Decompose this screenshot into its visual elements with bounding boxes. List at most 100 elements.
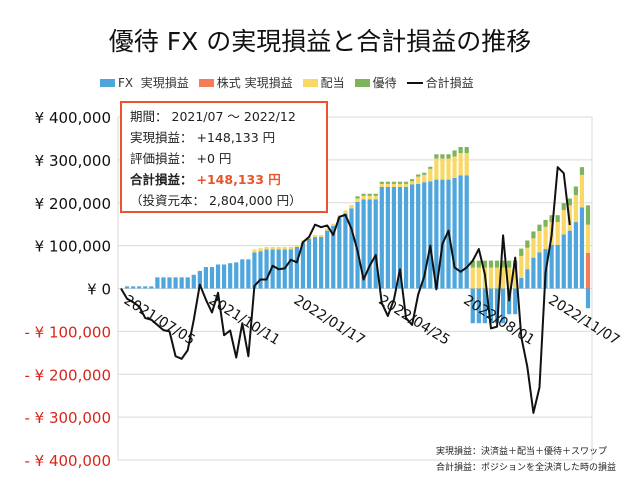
bar-配当 [543,226,548,250]
bar-配当 [488,267,494,289]
bar-配当 [531,238,536,258]
x-tick-label: 2022/01/17 [291,292,368,348]
bar-優待 [507,260,512,268]
bar-FX-実現損益 [143,286,148,289]
bar-優待 [464,147,469,154]
bar-配当 [428,168,433,182]
bar-株式-実現損益 [585,252,591,289]
bar-配当 [513,267,518,289]
bar-配当 [294,245,299,247]
bar-配当 [331,223,336,226]
legend-item-stock: 株式 実現損益 [198,74,293,91]
bar-配当 [264,246,269,250]
legend-label-dividend: 配当 [320,76,345,90]
y-tick-label: - ¥ 200,000 [24,366,111,384]
bar-FX-実現損益 [161,277,166,289]
bar-FX-実現損益 [579,207,585,289]
bar-優待 [391,181,397,184]
bar-優待 [422,172,427,175]
bar-FX-実現損益 [458,175,463,289]
legend-item-dividend: 配当 [302,74,345,91]
bar-配当 [325,228,330,231]
bar-優待 [379,181,384,184]
bar-FX-実現損益 [337,217,342,289]
bar-優待 [494,260,500,268]
bar-配当 [312,234,318,238]
bar-優待 [385,181,390,184]
bar-優待 [452,150,457,157]
bar-FX-実現損益 [306,238,312,289]
bar-FX-実現損益 [567,230,572,289]
bar-優待 [579,167,585,175]
bar-FX-実現損益 [379,186,384,289]
bar-FX-実現損益 [494,288,500,324]
legend-label-total: 合計損益 [425,76,474,90]
bar-配当 [500,267,506,289]
bar-FX-実現損益 [573,222,578,289]
bar-配当 [403,183,409,187]
bar-優待 [525,240,530,248]
bar-配当 [288,246,293,250]
bar-優待 [537,224,542,232]
bar-配当 [476,267,481,289]
legend: FX 実現損益 株式 実現損益 配当 優待 合計損益 [100,74,474,91]
bar-配当 [373,195,378,200]
bar-FX-実現損益 [470,288,475,324]
bar-FX-実現損益 [215,264,221,289]
bar-FX-実現損益 [155,277,160,289]
x-tick-label: 2022/04/25 [376,292,453,348]
y-tick-label: - ¥ 300,000 [24,409,111,427]
bar-配当 [319,234,324,238]
legend-label-fx: FX 実現損益 [118,76,189,90]
bar-FX-実現損益 [537,252,542,289]
bar-優待 [440,154,445,159]
bar-FX-実現損益 [149,286,154,289]
bar-FX-実現損益 [585,288,591,309]
period-row: 期間： 2021/07 ～ 2022/12 [130,106,318,127]
bar-FX-実現損益 [549,244,554,289]
legend-line-total [406,81,423,84]
legend-swatch-yuutai [354,78,370,87]
bar-優待 [561,203,566,211]
y-tick-label: ¥ 400,000 [35,109,111,127]
chart-title: 優待 FX の実現損益と合計損益の推移 [108,27,532,56]
bar-FX-実現損益 [258,251,263,289]
bar-優待 [482,260,487,268]
bar-FX-実現損益 [349,208,354,289]
bar-FX-実現損益 [331,225,336,289]
bar-FX-実現損益 [367,199,372,289]
bar-FX-実現損益 [209,267,215,289]
bar-FX-実現損益 [416,183,421,289]
legend-label-yuutai: 優待 [372,76,397,90]
bar-FX-実現損益 [124,286,130,289]
y-tick-label: ¥ 0 [87,281,111,299]
bar-配当 [507,267,512,289]
bar-FX-実現損益 [391,186,397,289]
bar-優待 [458,147,463,154]
bar-FX-実現損益 [410,184,415,289]
bar-FX-実現損益 [361,199,366,289]
bar-配当 [349,204,354,209]
bar-配当 [355,198,360,202]
y-tick-label: - ¥ 400,000 [24,452,111,470]
bar-FX-実現損益 [240,259,245,289]
bar-配当 [367,195,372,200]
bar-配当 [537,231,542,253]
bar-FX-実現損益 [191,274,196,289]
bar-優待 [367,193,372,196]
bar-配当 [470,267,475,289]
legend-swatch-dividend [302,78,318,87]
bar-配当 [282,246,287,250]
summary-box: 期間： 2021/07 ～ 2022/12 実現損益： +148,133 円 評… [120,101,328,213]
bar-FX-実現損益 [319,237,324,289]
bar-優待 [416,174,421,177]
bar-配当 [361,195,366,200]
footnote-total: 合計損益：ポジションを全決済した時の損益 [436,463,617,473]
bar-FX-実現損益 [519,277,524,289]
bar-FX-実現損益 [246,259,251,289]
bar-優待 [470,260,475,268]
bar-配当 [573,195,578,223]
unrealized-row: 評価損益： +0 円 [130,148,318,169]
bar-FX-実現損益 [488,288,494,324]
realized-label: 実現損益： [130,130,193,145]
